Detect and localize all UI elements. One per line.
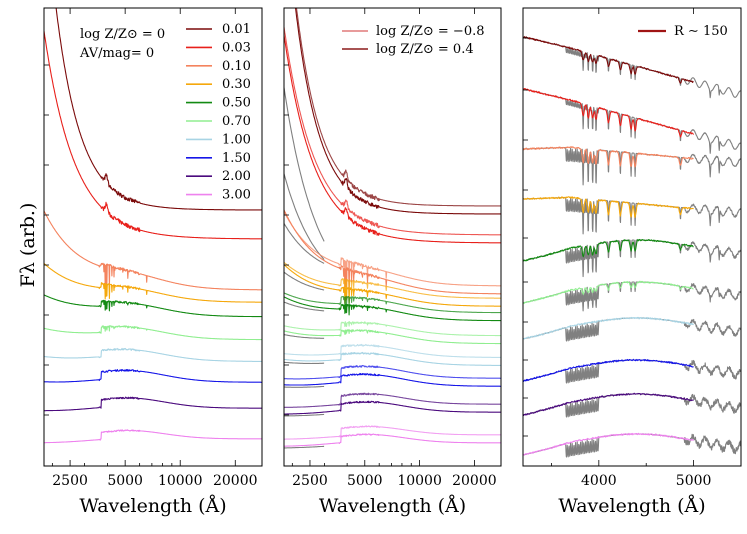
legend-label-0.30: 0.30 [222,77,251,92]
series-lowres-1.50 [523,358,694,382]
legend-label-0.70: 0.70 [222,114,251,129]
series-line-0.03-lowZ [284,26,501,236]
legend-label-1: log Z/Z⊙ = 0.4 [376,42,474,57]
annotation-metallicity: log Z/Z⊙ = 0 [80,27,165,42]
legend-label-resolution: R ∼ 150 [674,24,728,39]
model-underlay [284,334,325,339]
series-lowres-3.00 [523,432,694,456]
model-underlay [284,173,325,260]
model-underlay [284,87,325,242]
series-line-3.00-highZ [284,433,501,447]
series-line-0.70 [44,325,262,341]
x-tick-label: 20000 [213,473,258,489]
series-line-0.30-highZ [284,264,501,307]
series-line-3.00-lowZ [284,425,501,440]
model-underlay [284,223,325,264]
series-line-1.50 [44,369,262,383]
series-line-0.50 [44,294,262,318]
series-line-0.01 [55,8,262,211]
series-lowres-0.10 [523,146,694,168]
legend-label-1.50: 1.50 [222,151,251,166]
series-line-0.70-lowZ [284,321,501,337]
series-line-2.00-highZ [284,400,501,415]
x-tick-label: 10000 [397,473,442,489]
series-lowres-1.00 [523,316,694,340]
model-highres-1.50 [523,359,741,384]
series-lowres-0.70 [523,280,694,304]
legend-label-0.01: 0.01 [222,22,251,37]
x-axis-label: Wavelength (Å) [79,495,226,517]
legend-label-0: log Z/Z⊙ = −0.8 [376,24,485,39]
series-line-1.00 [44,347,262,362]
series-line-0.03-highZ [284,34,501,244]
series-line-1.50-highZ [284,372,501,387]
axes-frame [522,7,742,467]
series-line-0.30-lowZ [284,261,501,299]
series-line-2.00-lowZ [284,392,501,408]
x-axis-label: Wavelength (Å) [558,495,705,517]
series-line-1.00-lowZ [284,343,501,358]
legend-label-1.00: 1.00 [222,132,251,147]
series-line-0.03 [44,30,262,240]
model-highres-0.30 [523,196,741,235]
panel-right: 4000 5000 Wavelength (Å) R ∼ 150 [522,7,742,517]
x-tick-label: 20000 [452,473,497,489]
series-lowres-2.00 [523,392,694,416]
series-line-0.50-lowZ [284,292,501,314]
panel-middle: 2500 5000 10000 20000 Wavelength (Å) log Z/Z⊙… [283,7,502,517]
legend-label-3.00: 3.00 [222,188,251,203]
model-underlay [284,445,325,449]
legend-label-0.03: 0.03 [222,40,251,55]
series-lowres-0.03 [523,87,695,138]
x-tick-label: 5000 [347,473,383,489]
series-line-0.01-highZ [295,8,501,215]
model-underlay [284,361,325,365]
model-underlay [284,271,325,291]
y-axis-label: Fλ (arb.) [17,203,39,288]
series-line-0.50-highZ [284,296,501,322]
x-tick-label: 5000 [107,473,143,489]
series-line-1.50-lowZ [284,364,501,380]
series-line-2.00 [44,396,262,412]
series-lowres-0.50 [523,238,694,262]
model-highres-0.01 [523,36,741,99]
x-axis-label: Wavelength (Å) [319,495,466,517]
axes-frame [43,7,263,467]
x-tick-label: 10000 [158,473,203,489]
series-line-0.30 [44,263,262,303]
model-underlay [284,385,325,388]
legend-label-0.50: 0.50 [222,96,251,111]
x-tick-label: 2500 [52,473,88,489]
axes-frame [283,7,502,467]
model-highres-0.10 [523,146,741,186]
series-line-0.10 [44,210,262,291]
series-line-0.10-lowZ [284,211,501,287]
legend-label-0.10: 0.10 [222,59,251,74]
series-line-0.01-lowZ [295,8,501,207]
model-highres-1.00 [523,317,741,342]
annotation-extinction: AV/mag= 0 [79,46,154,61]
series-lowres-0.01 [523,36,694,84]
series-line-0.70-highZ [284,329,501,345]
series-line-1.00-highZ [284,351,501,366]
series-line-3.00 [44,429,262,444]
legend-label-2.00: 2.00 [222,169,251,184]
series-lowres-0.30 [523,196,694,218]
series-line-0.10-highZ [284,209,501,295]
model-underlay [284,413,325,417]
x-tick-label: 4000 [581,473,617,489]
model-underlay [284,301,325,312]
x-tick-label: 5000 [676,473,712,489]
x-tick-label: 2500 [292,473,328,489]
panel-left: 2500 5000 10000 20000 Wavelength (Å) log Z/Z⊙… [43,7,263,517]
